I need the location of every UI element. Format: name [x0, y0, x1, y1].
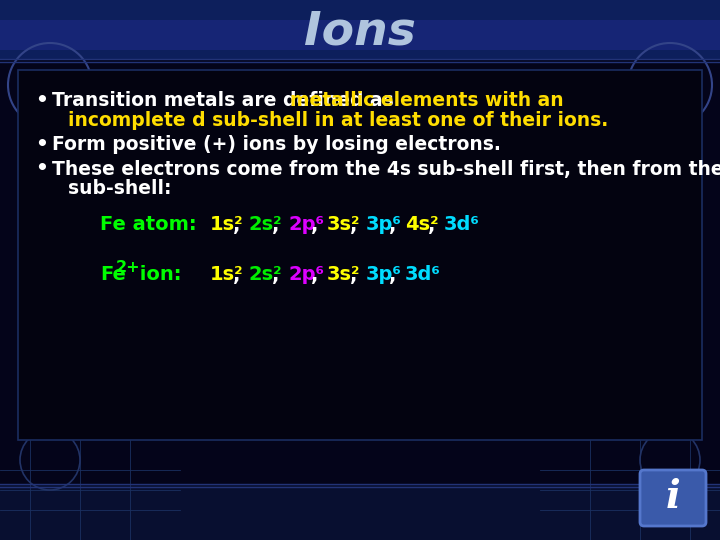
- Text: 3p⁶: 3p⁶: [366, 215, 402, 234]
- Text: Form positive (+) ions by losing electrons.: Form positive (+) ions by losing electro…: [52, 136, 501, 154]
- Text: 3d⁶: 3d⁶: [444, 215, 480, 234]
- Text: Fe: Fe: [100, 266, 126, 285]
- Text: Fe atom:: Fe atom:: [100, 215, 197, 234]
- FancyBboxPatch shape: [640, 470, 706, 526]
- Text: 3p⁶: 3p⁶: [366, 266, 402, 285]
- Text: 2+: 2+: [116, 260, 140, 274]
- FancyBboxPatch shape: [0, 20, 720, 50]
- Text: ,: ,: [351, 266, 364, 285]
- Text: ion:: ion:: [133, 266, 181, 285]
- Text: incomplete d sub-shell in at least one of their ions.: incomplete d sub-shell in at least one o…: [68, 111, 608, 130]
- Text: ,: ,: [428, 215, 443, 234]
- Text: ,: ,: [272, 215, 287, 234]
- FancyBboxPatch shape: [18, 70, 702, 440]
- Text: i: i: [665, 478, 680, 516]
- Text: 2p⁶: 2p⁶: [288, 266, 324, 285]
- Text: 2s²: 2s²: [249, 215, 283, 234]
- Text: 4s²: 4s²: [405, 215, 438, 234]
- Text: 2p⁶: 2p⁶: [288, 215, 324, 234]
- Text: Transition metals are defined as: Transition metals are defined as: [52, 91, 400, 110]
- Text: ,: ,: [311, 215, 325, 234]
- Text: •: •: [35, 159, 48, 179]
- Text: ,: ,: [390, 215, 403, 234]
- Text: sub-shell:: sub-shell:: [68, 179, 171, 199]
- Text: ,: ,: [233, 266, 248, 285]
- Text: ,: ,: [351, 215, 364, 234]
- Text: These electrons come from the 4s sub-shell first, then from the 3d: These electrons come from the 4s sub-she…: [52, 159, 720, 179]
- Text: •: •: [35, 91, 48, 110]
- Text: metallic elements with an: metallic elements with an: [290, 91, 564, 110]
- Text: ,: ,: [233, 215, 248, 234]
- Text: 3s²: 3s²: [327, 215, 361, 234]
- Text: 3s²: 3s²: [327, 266, 361, 285]
- FancyBboxPatch shape: [0, 0, 720, 60]
- Text: 1s²: 1s²: [210, 215, 243, 234]
- Text: 1s²: 1s²: [210, 266, 243, 285]
- Text: ,: ,: [272, 266, 287, 285]
- Text: 2s²: 2s²: [249, 266, 283, 285]
- Text: •: •: [35, 136, 48, 154]
- Text: 3d⁶: 3d⁶: [405, 266, 441, 285]
- FancyBboxPatch shape: [0, 485, 720, 540]
- Text: Ions: Ions: [304, 10, 416, 55]
- Text: ,: ,: [311, 266, 325, 285]
- Text: ,: ,: [390, 266, 403, 285]
